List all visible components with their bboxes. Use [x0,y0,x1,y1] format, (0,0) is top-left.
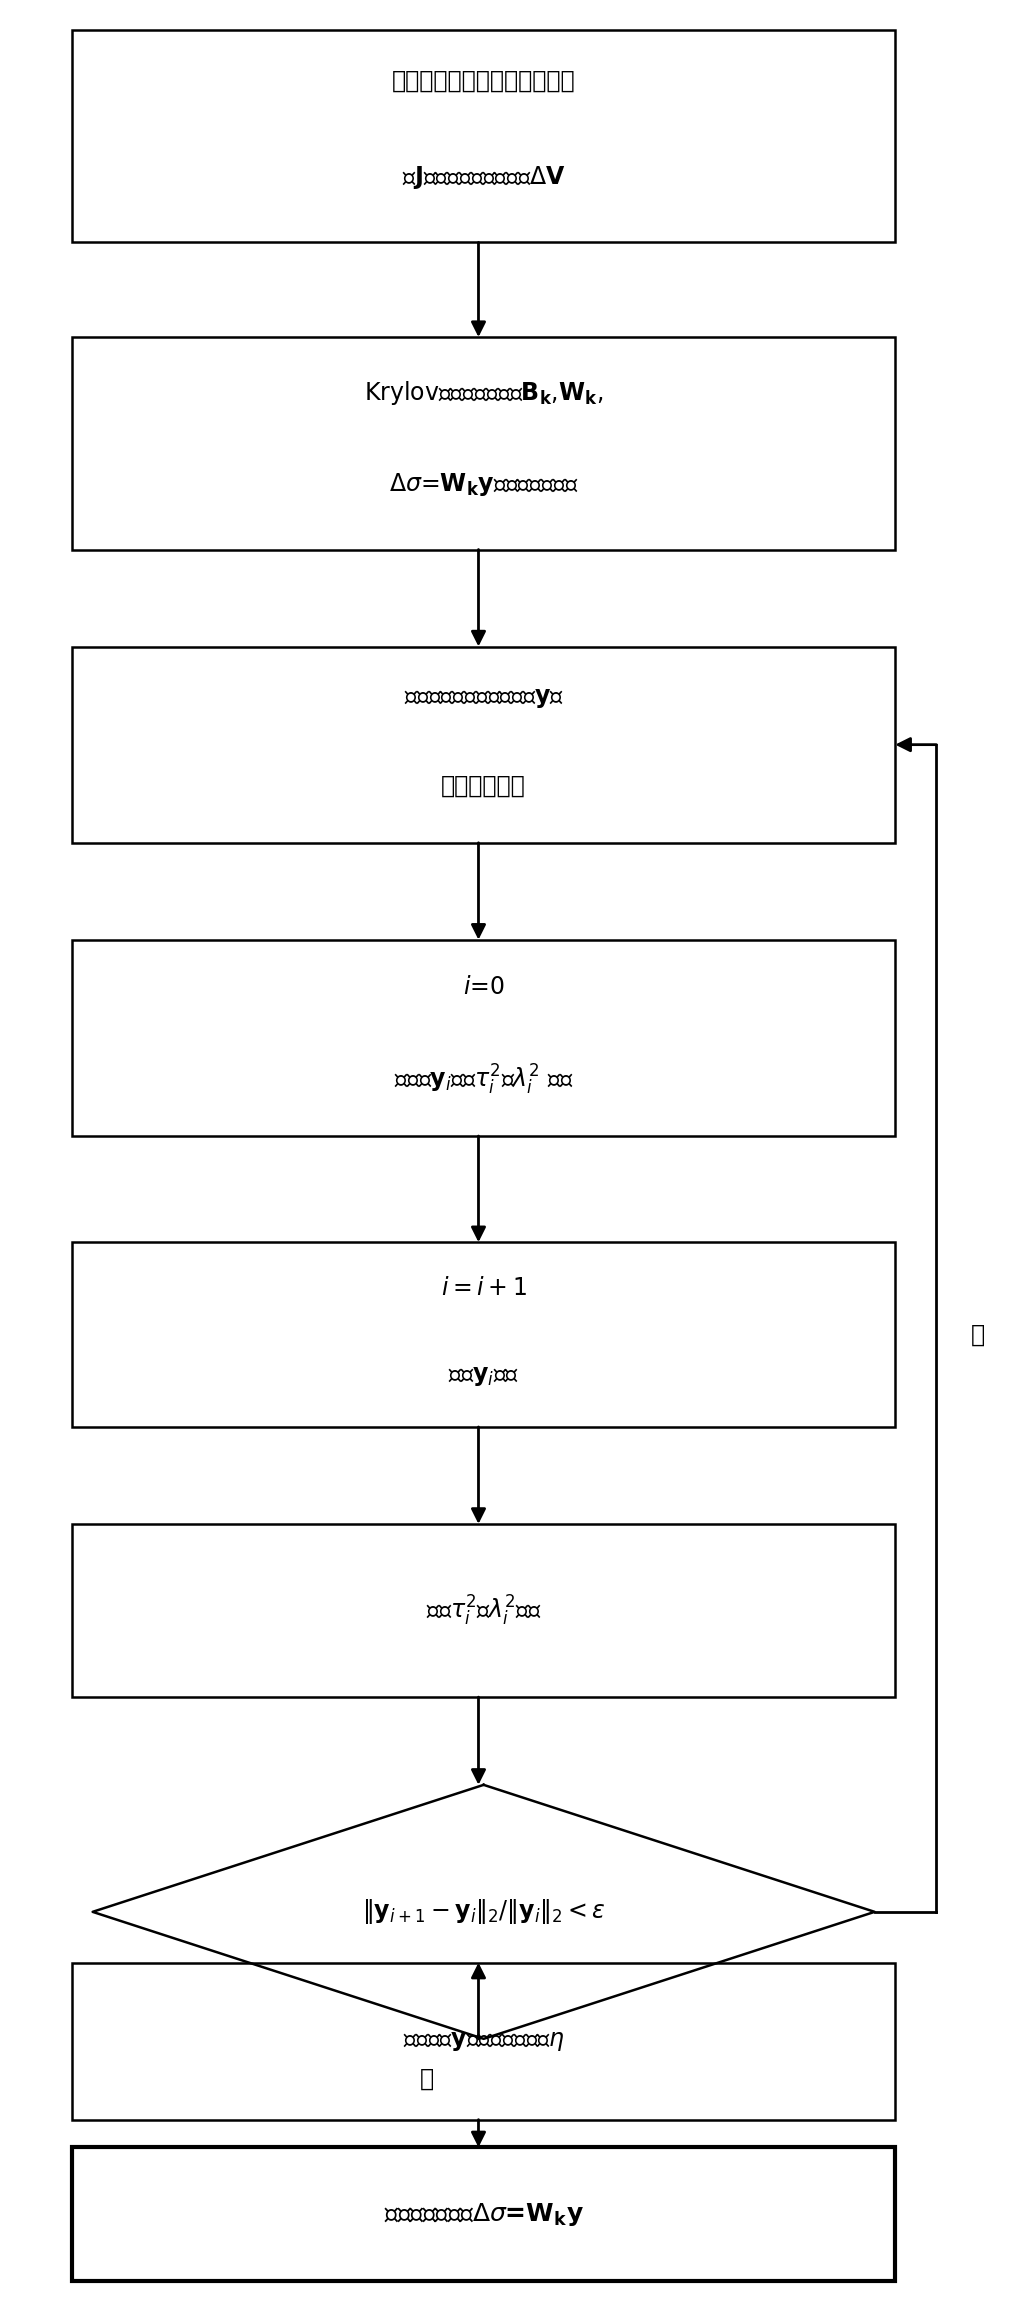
Bar [72,647,895,843]
Text: 根据先验知识，确定重建$\mathbf{y}$所: 根据先验知识，确定重建$\mathbf{y}$所 [403,686,564,711]
Bar [72,2147,895,2281]
Bar [72,1242,895,1427]
Bar [72,940,895,1136]
Text: 更新$\mathbf{y}_i$的值: 更新$\mathbf{y}_i$的值 [448,1365,520,1388]
Text: 更新$\tau_i^2$和$\lambda_i^2$的值: 更新$\tau_i^2$和$\lambda_i^2$的值 [426,1593,541,1628]
Text: $i=i+1$: $i=i+1$ [440,1277,527,1300]
Text: $\Delta\sigma$=$\mathbf{W_k}$$\mathbf{y}$，降低问题维度: $\Delta\sigma$=$\mathbf{W_k}$$\mathbf{y}… [389,471,578,499]
Bar [72,337,895,550]
Text: 阵$\mathbf{J}$以及边界电压测量值$\Delta\mathbf{V}$: 阵$\mathbf{J}$以及边界电压测量值$\Delta\mathbf{V}$ [401,164,566,192]
Text: 需的超参数值: 需的超参数值 [441,774,526,799]
Text: 是: 是 [420,2067,434,2090]
Bar [72,30,895,242]
Text: 重建电导率变化$\Delta\sigma$=$\mathbf{W_k}$$\mathbf{y}$: 重建电导率变化$\Delta\sigma$=$\mathbf{W_k}$$\ma… [384,2200,583,2228]
Text: 初始化$\mathbf{y}_i$以及$\tau_i^2$和$\lambda_i^2$ 的值: 初始化$\mathbf{y}_i$以及$\tau_i^2$和$\lambda_i… [394,1062,573,1097]
Bar [72,1524,895,1697]
Text: Krylov子空间投影获得$\mathbf{B_k}$,$\mathbf{W_k}$,: Krylov子空间投影获得$\mathbf{B_k}$,$\mathbf{W_k… [364,379,603,406]
Text: $\|\mathbf{y}_{i+1}-\mathbf{y}_i\|_2/\|\mathbf{y}_i\|_2<\varepsilon$: $\|\mathbf{y}_{i+1}-\mathbf{y}_i\|_2/\|\… [362,1898,605,1926]
Text: 确定最优$\mathbf{y}$以及正则化参数$\eta$: 确定最优$\mathbf{y}$以及正则化参数$\eta$ [402,2030,565,2053]
Text: $i$=0: $i$=0 [463,974,504,1000]
Polygon shape [93,1785,875,2039]
Text: 否: 否 [970,1323,985,1346]
Bar [72,1963,895,2120]
Text: 根据被测场域，获得灵敏度矩: 根据被测场域，获得灵敏度矩 [392,69,575,92]
